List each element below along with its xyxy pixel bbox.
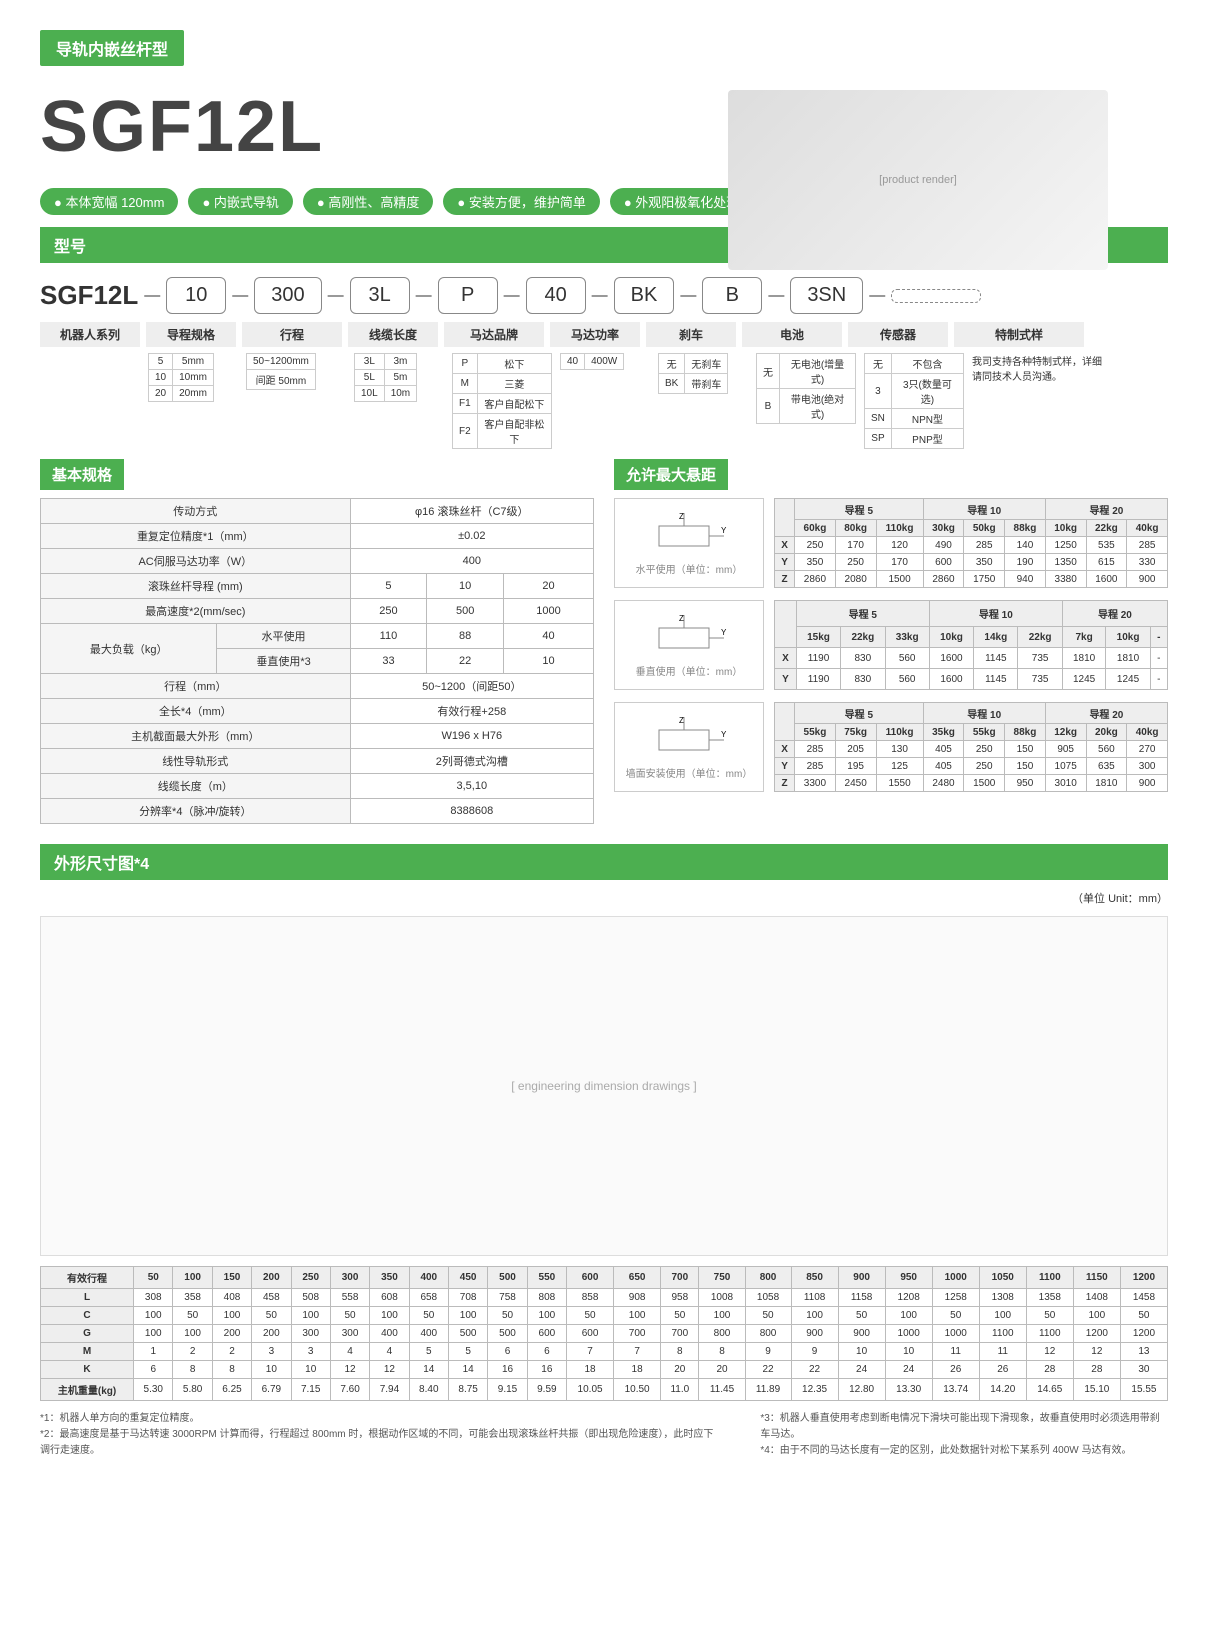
- feature-pill: ● 安装方便，维护简单: [443, 188, 599, 215]
- footnote: *4：由于不同的马达长度有一定的区别，此处数据针对松下某系列 400W 马达有效…: [760, 1443, 1168, 1459]
- unit-label: （单位 Unit：mm）: [40, 890, 1168, 906]
- usage-diagram: YZ垂直使用（单位：mm）: [614, 600, 764, 690]
- svg-text:Y: Y: [721, 730, 727, 739]
- feature-pill: ● 内嵌式导轨: [188, 188, 292, 215]
- code-part: 10: [166, 277, 226, 314]
- code-part: BK: [614, 277, 675, 314]
- param-label: 马达品牌: [444, 322, 544, 347]
- param-label: 传感器: [848, 322, 948, 347]
- product-image: [product render]: [728, 90, 1108, 270]
- svg-text:Z: Z: [679, 614, 684, 623]
- usage-diagram: YZ水平使用（单位：mm）: [614, 498, 764, 588]
- section-cantilever: 允许最大悬距: [614, 459, 728, 490]
- param-label: 机器人系列: [40, 322, 140, 347]
- svg-text:Z: Z: [679, 512, 684, 521]
- param-label: 电池: [742, 322, 842, 347]
- code-part: 300: [254, 277, 321, 314]
- custom-note: 我司支持各种特制式样，详细请同技术人员沟通。: [972, 353, 1102, 449]
- param-label: 特制式样: [954, 322, 1084, 347]
- footnote: *2：最高速度是基于马达转速 3000RPM 计算而得，行程超过 800mm 时…: [40, 1427, 720, 1459]
- svg-text:Y: Y: [721, 628, 727, 637]
- param-label: 行程: [242, 322, 342, 347]
- param-label: 导程规格: [146, 322, 236, 347]
- section-dim: 外形尺寸图*4: [40, 844, 1168, 880]
- svg-text:Y: Y: [721, 526, 727, 535]
- code-part: P: [438, 277, 498, 314]
- footnote: *3：机器人垂直使用考虑到断电情况下滑块可能出现下滑现象，故垂直使用时必须选用带…: [760, 1411, 1168, 1443]
- code-part: B: [702, 277, 762, 314]
- usage-diagram: YZ墙面安装使用（单位：mm）: [614, 702, 764, 792]
- param-label: 线缆长度: [348, 322, 438, 347]
- code-part: [891, 289, 981, 303]
- feature-pill: ● 高刚性、高精度: [303, 188, 433, 215]
- svg-text:Z: Z: [679, 716, 684, 725]
- feature-pill: ● 本体宽幅 120mm: [40, 188, 178, 215]
- code-part: 3L: [350, 277, 410, 314]
- category-header: 导轨内嵌丝杆型: [40, 30, 184, 66]
- footnote: *1：机器人单方向的重复定位精度。: [40, 1411, 720, 1427]
- section-basic: 基本规格: [40, 459, 124, 490]
- param-label: 马达功率: [550, 322, 640, 347]
- param-label: 刹车: [646, 322, 736, 347]
- code-part: 40: [526, 277, 586, 314]
- code-part: 3SN: [790, 277, 863, 314]
- dimension-diagram: [ engineering dimension drawings ]: [40, 916, 1168, 1256]
- model-base: SGF12L: [40, 280, 138, 311]
